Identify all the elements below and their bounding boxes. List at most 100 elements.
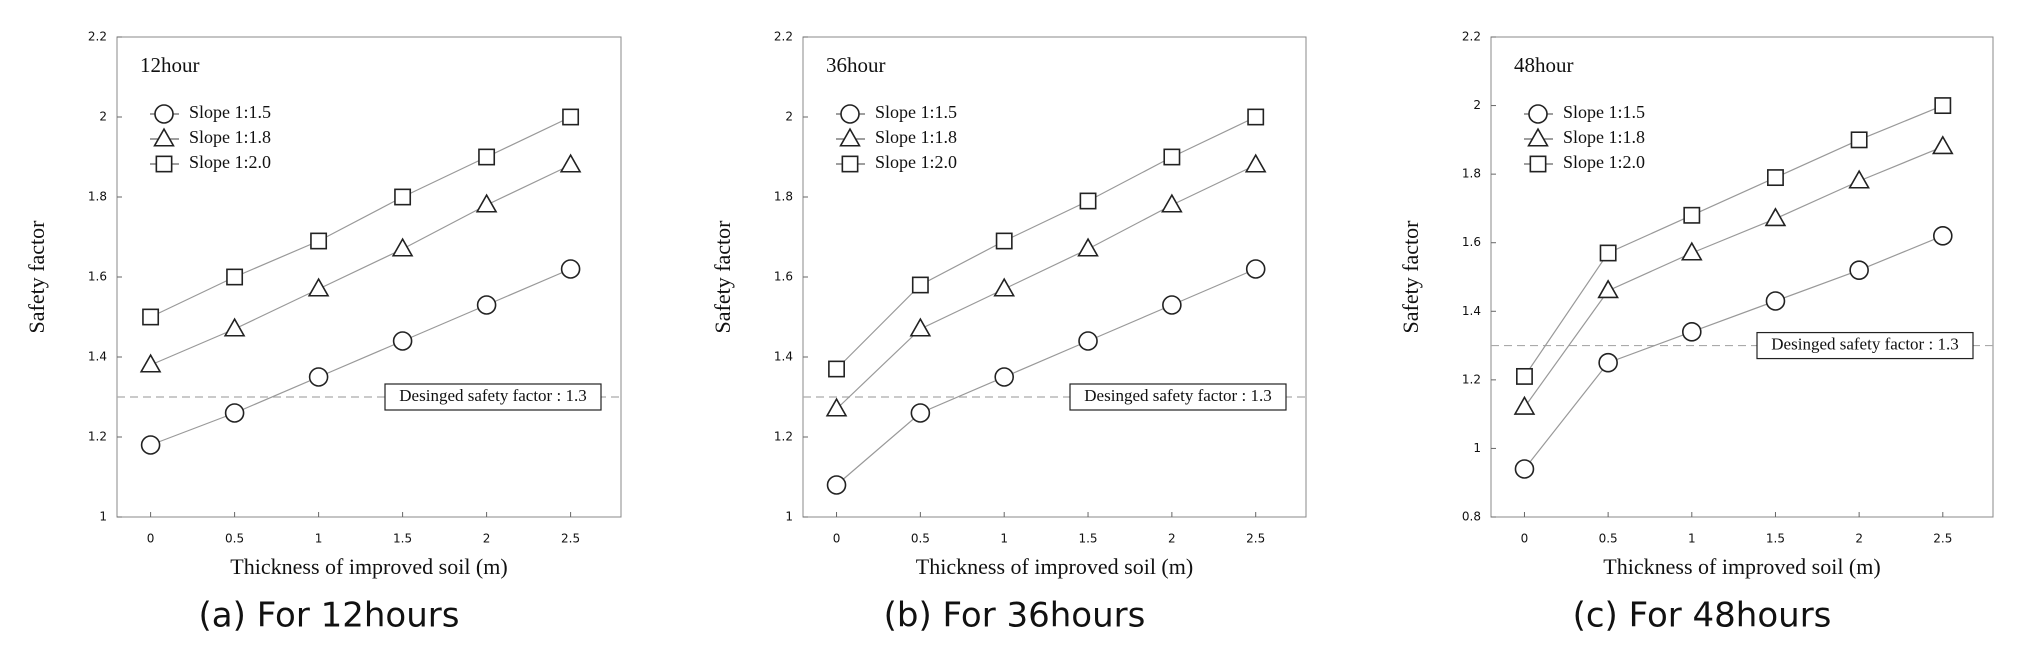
marker-square: [1163, 148, 1181, 166]
marker-circle: [1765, 291, 1786, 311]
y-tick-label: 0.8: [1462, 510, 1481, 524]
y-tick-label: 1: [1473, 441, 1481, 455]
marker-triangle: [1527, 127, 1549, 147]
legend-label: Slope 1:1.5: [875, 102, 957, 122]
legend-label: Slope 1:2.0: [1563, 152, 1645, 172]
caption: (c) For 48hours: [1573, 596, 1832, 636]
marker-square: [911, 276, 929, 294]
marker-triangle: [475, 193, 498, 213]
reference-label-box: [1069, 383, 1287, 411]
x-tick-label: 1: [315, 532, 323, 546]
legend-label: Slope 1:1.8: [189, 127, 271, 147]
y-tick-label: 2: [99, 110, 107, 124]
marker-circle: [154, 104, 174, 124]
y-tick-label: 1.4: [1462, 304, 1481, 318]
marker-circle: [1849, 260, 1869, 280]
y-tick-label: 1.2: [774, 430, 793, 444]
y-tick-label: 1.6: [1462, 235, 1481, 249]
series-line: [836, 164, 1256, 410]
x-tick-label: 2.5: [1246, 532, 1265, 546]
x-axis-label: Thickness of improved soil (m): [1603, 554, 1880, 579]
marker-circle: [1162, 295, 1182, 315]
x-tick-label: 0.5: [225, 532, 244, 546]
y-axis-label: Safety factor: [710, 220, 735, 334]
x-tick-label: 1.5: [393, 532, 412, 546]
y-axis-label: Safety factor: [24, 220, 49, 334]
marker-triangle: [1764, 207, 1787, 227]
marker-square: [310, 232, 328, 250]
marker-triangle: [559, 153, 582, 173]
y-tick-label: 1: [99, 510, 107, 524]
y-tick-label: 2.2: [774, 30, 793, 44]
y-tick-label: 2: [1473, 98, 1481, 112]
caption: (a) For 12hours: [199, 596, 460, 636]
marker-circle: [476, 295, 497, 315]
marker-square: [1850, 131, 1868, 149]
marker-square: [1247, 108, 1265, 126]
marker-square: [1683, 206, 1701, 224]
marker-square: [995, 232, 1013, 250]
marker-triangle: [909, 317, 932, 337]
reference-label: Desinged safety factor : 1.3: [1771, 334, 1958, 353]
x-tick-label: 2: [1168, 532, 1176, 546]
marker-square: [1934, 97, 1952, 115]
marker-triangle: [1931, 135, 1954, 155]
marker-triangle: [1848, 169, 1870, 189]
reference-label: Desinged safety factor : 1.3: [1084, 386, 1271, 405]
x-tick-label: 2: [483, 532, 491, 546]
x-tick-label: 0: [1521, 532, 1529, 546]
reference-label: Desinged safety factor : 1.3: [399, 386, 586, 405]
series-line: [836, 116, 1256, 370]
y-tick-label: 2: [785, 110, 793, 124]
marker-triangle: [1161, 193, 1183, 213]
y-tick-label: 2.2: [88, 30, 107, 44]
x-axis-label: Thickness of improved soil (m): [230, 554, 507, 579]
marker-circle: [994, 367, 1015, 387]
x-tick-label: 1.5: [1766, 532, 1785, 546]
marker-triangle: [1597, 279, 1619, 299]
y-tick-label: 1.4: [88, 350, 107, 364]
series-line: [150, 164, 571, 366]
marker-triangle: [839, 127, 861, 147]
panel-title: 48hour: [1514, 53, 1574, 77]
legend-label: Slope 1:2.0: [875, 152, 957, 172]
marker-triangle: [307, 277, 330, 297]
panel-title: 36hour: [826, 53, 886, 77]
x-tick-label: 1.5: [1078, 532, 1097, 546]
marker-triangle: [993, 277, 1016, 297]
marker-triangle: [825, 397, 848, 417]
marker-circle: [1528, 104, 1548, 124]
marker-square: [828, 360, 845, 378]
marker-square: [1767, 169, 1784, 187]
x-axis-label: Thickness of improved soil (m): [916, 554, 1193, 579]
marker-triangle: [1513, 395, 1536, 415]
panel-title: 12hour: [140, 53, 200, 77]
y-tick-label: 1.6: [88, 270, 107, 284]
legend-label: Slope 1:2.0: [189, 152, 271, 172]
marker-circle: [140, 435, 161, 455]
series-line: [150, 268, 571, 446]
x-tick-label: 2.5: [1933, 532, 1952, 546]
marker-circle: [910, 403, 931, 423]
marker-square: [1516, 367, 1533, 385]
series-line: [836, 268, 1256, 486]
marker-triangle: [1244, 153, 1267, 173]
marker-triangle: [139, 353, 162, 373]
series-line: [150, 116, 571, 318]
series-line: [1523, 146, 1944, 408]
y-tick-label: 1: [785, 510, 793, 524]
marker-circle: [826, 475, 847, 495]
reference-label-box: [1756, 331, 1974, 360]
marker-circle: [560, 259, 581, 279]
marker-square: [562, 108, 580, 126]
y-tick-label: 1.2: [1462, 372, 1481, 386]
y-tick-label: 1.2: [88, 430, 107, 444]
plot-frame: [1490, 36, 1994, 518]
x-tick-label: 1: [1688, 532, 1696, 546]
marker-square: [155, 155, 173, 173]
x-tick-label: 0.5: [1599, 532, 1618, 546]
marker-triangle: [391, 237, 414, 257]
y-tick-label: 1.8: [774, 190, 793, 204]
y-tick-label: 1.8: [88, 190, 107, 204]
